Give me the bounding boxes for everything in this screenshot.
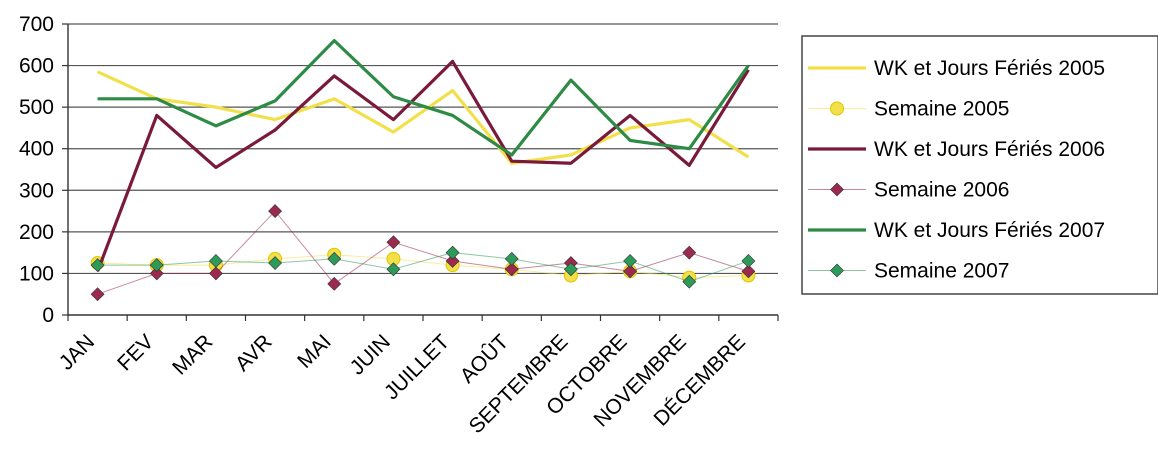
data-point: [268, 256, 283, 270]
legend-label: WK et Jours Fériés 2005: [874, 57, 1105, 80]
data-point: [623, 264, 638, 279]
legend: WK et Jours Fériés 2005 Semaine 2005 WK et…: [801, 35, 1158, 295]
data-point: [682, 274, 697, 289]
data-point: [386, 262, 401, 277]
legend-box: [801, 35, 1158, 295]
series-0: [96, 70, 750, 165]
series-line: [97, 39, 750, 157]
data-point: [327, 251, 342, 266]
data-point: [563, 262, 578, 277]
data-point: [149, 258, 164, 273]
x-tick-label: JAN: [55, 330, 99, 374]
x-tick-label: AOÛT: [456, 330, 514, 388]
data-point: [623, 254, 638, 268]
y-tick-labels: 0 100 200 300 400 500 600 700: [19, 13, 54, 327]
x-tick-label: MAI: [293, 330, 336, 373]
legend-label: WK et Jours Fériés 2007: [874, 219, 1105, 242]
y-tick-label: 400: [19, 138, 54, 161]
series-3: [90, 204, 756, 302]
data-point: [504, 262, 519, 277]
x-tick-label: JUIN: [346, 330, 395, 379]
series-line: [96, 59, 750, 272]
data-point: [445, 245, 460, 260]
data-point: [90, 258, 105, 273]
legend-label: Semaine 2005: [874, 98, 1009, 121]
data-point: [741, 254, 756, 268]
legend-marker: [830, 263, 844, 278]
series: [90, 39, 756, 302]
data-point: [208, 254, 223, 268]
series-thin-line: [97, 254, 749, 279]
axes: [62, 23, 779, 321]
data-point: [682, 245, 697, 260]
data-point: [208, 266, 223, 281]
series-1: [90, 247, 756, 285]
data-point: [386, 235, 401, 250]
x-tick-label: JUILLET: [380, 330, 454, 404]
series-line: [96, 70, 750, 165]
data-point: [741, 264, 756, 279]
x-tick-label: FEV: [113, 330, 158, 375]
x-tick-label: MAR: [168, 330, 217, 379]
y-tick-label: 100: [19, 262, 54, 285]
y-tick-label: 200: [19, 221, 54, 244]
legend-label: WK et Jours Fériés 2006: [874, 138, 1105, 161]
series-5: [90, 245, 756, 289]
series-thin-line: [97, 210, 749, 295]
y-tick-label: 0: [42, 304, 54, 327]
legend-label: Semaine 2007: [874, 260, 1009, 283]
data-point: [327, 276, 342, 291]
y-tick-label: 300: [19, 179, 54, 202]
data-point: [445, 254, 460, 268]
data-point: [268, 204, 283, 218]
y-tick-label: 500: [19, 96, 54, 119]
data-point: [90, 287, 105, 302]
x-tick-label: AVR: [231, 330, 277, 376]
legend-label: Semaine 2006: [874, 179, 1009, 202]
y-tick-label: 700: [19, 13, 54, 36]
legend-marker: [830, 101, 844, 116]
y-tick-label: 600: [19, 55, 54, 78]
series-thin-line: [97, 252, 749, 283]
legend-marker: [830, 182, 844, 197]
data-point: [504, 251, 519, 266]
data-point: [149, 266, 164, 281]
series-4: [97, 39, 750, 157]
series-2: [96, 59, 750, 272]
